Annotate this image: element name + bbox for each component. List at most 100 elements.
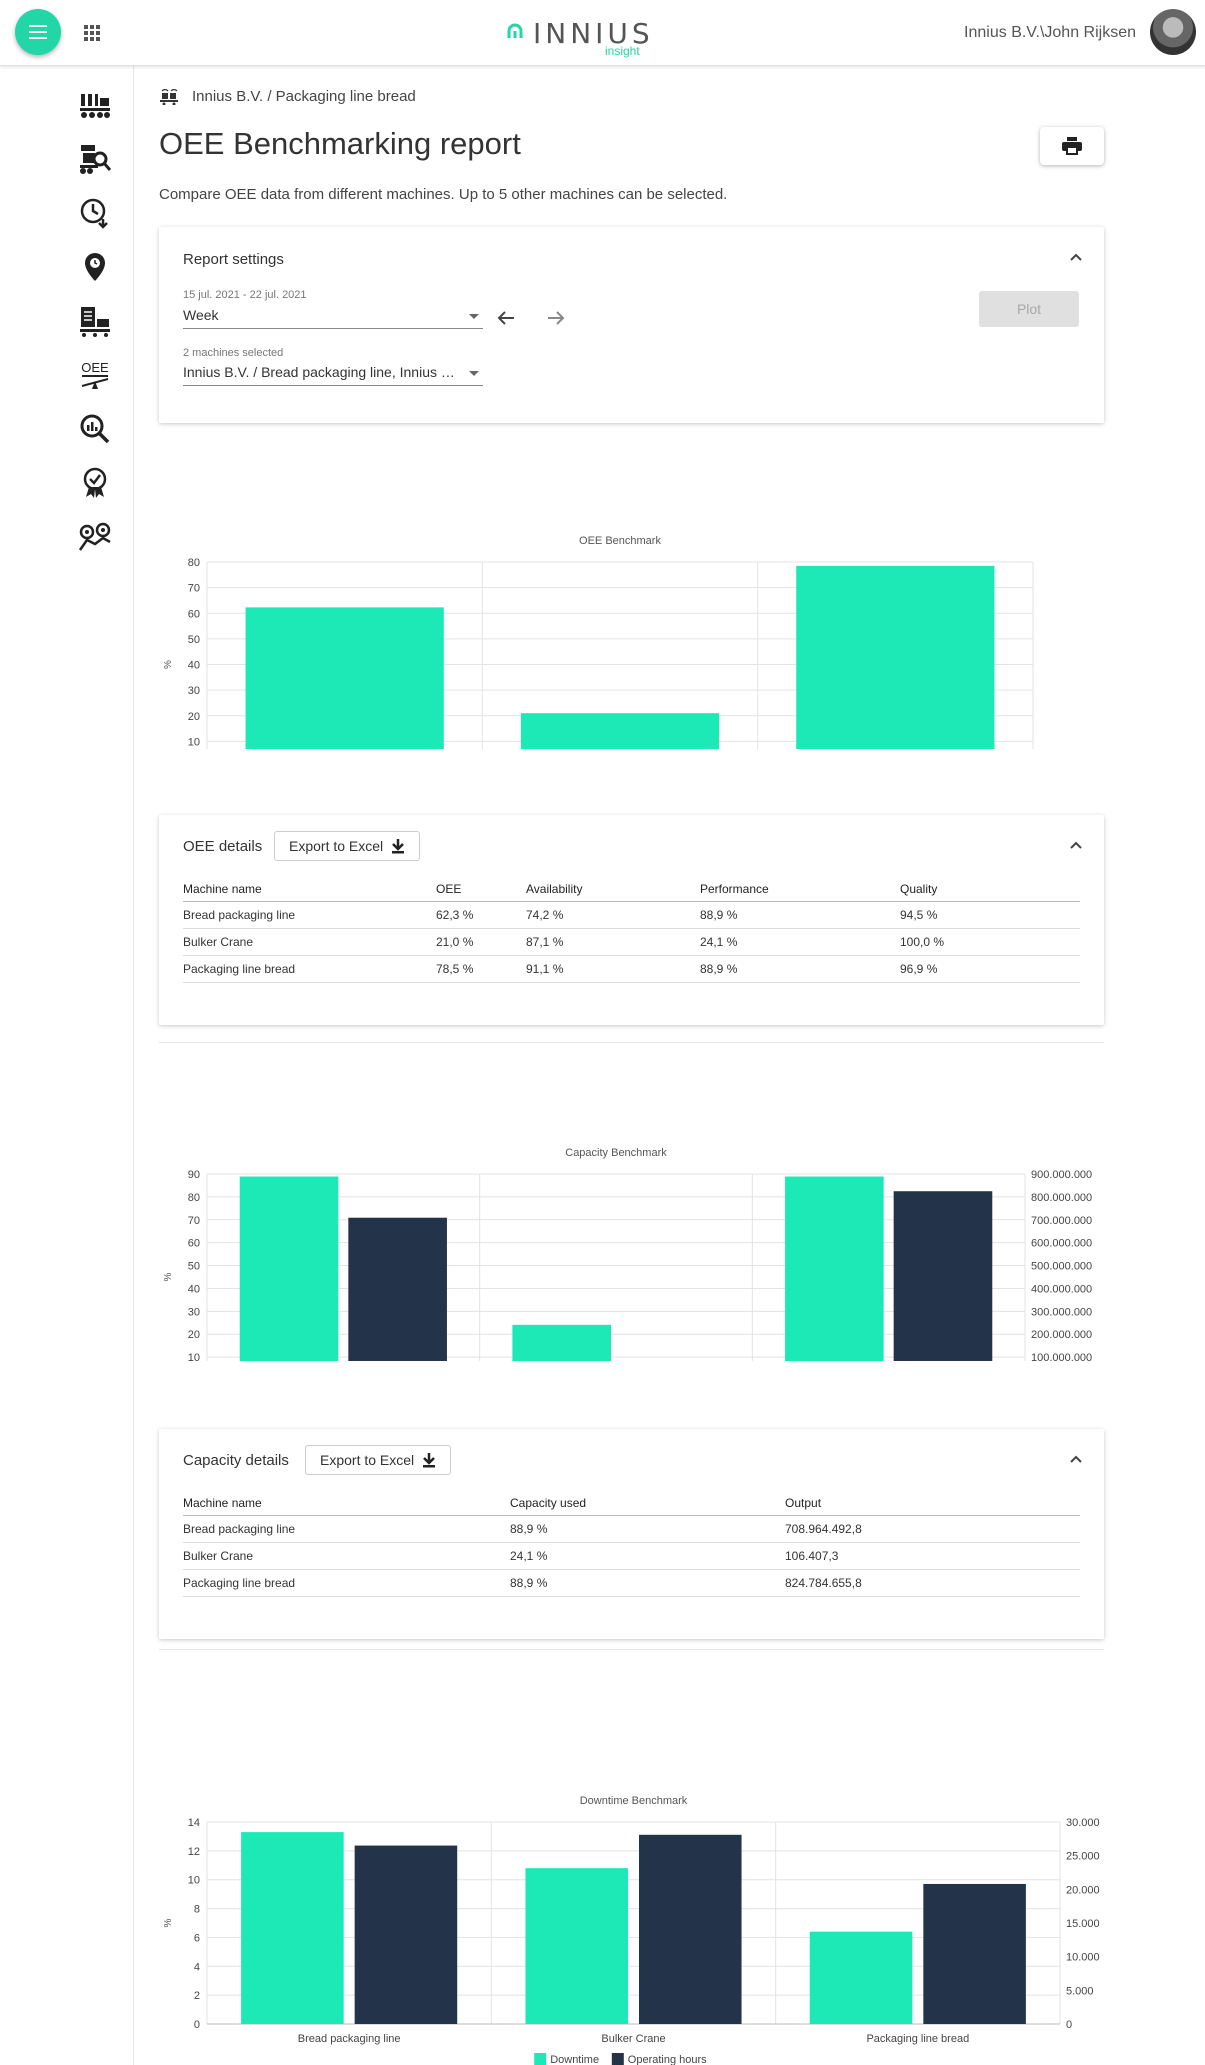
page-subtitle: Compare OEE data from different machines… xyxy=(159,186,728,203)
innius-logo-icon xyxy=(507,23,523,38)
y-tick-label: 6 xyxy=(194,1932,200,1944)
bar-downtime[interactable] xyxy=(809,1931,913,2024)
arrow-right-icon xyxy=(548,311,565,325)
table-cell: 824.784.655,8 xyxy=(785,1569,1080,1597)
bar-oee[interactable] xyxy=(796,565,995,749)
print-button[interactable] xyxy=(1040,127,1104,165)
next-period-button[interactable] xyxy=(543,305,569,331)
machine-breadcrumb-icon xyxy=(160,89,178,105)
table-cell: 94,5 % xyxy=(900,901,1080,929)
table-cell: 88,9 % xyxy=(700,901,900,929)
brand-sub: insight xyxy=(605,44,640,58)
y-tick-label: 90 xyxy=(188,1169,200,1181)
report-machine-icon xyxy=(80,307,110,337)
bar-downtime[interactable] xyxy=(525,1868,628,2024)
main-menu-button[interactable] xyxy=(15,9,61,55)
x-tick-label: Packaging line bread xyxy=(866,2033,969,2045)
chart-title: Capacity Benchmark xyxy=(565,1147,667,1159)
capacity-details-title: Capacity details xyxy=(183,1452,289,1469)
y2-tick-label: 400.000.000 xyxy=(1031,1283,1092,1295)
sidebar-item-history[interactable] xyxy=(78,196,112,230)
oee-icon-label: OEE xyxy=(81,360,109,375)
bar-operating-hours[interactable] xyxy=(639,1834,742,2024)
breadcrumb-path[interactable]: Innius B.V. / Packaging line bread xyxy=(192,87,416,105)
table-cell: 106.407,3 xyxy=(785,1542,1080,1570)
y2-tick-label: 10.000 xyxy=(1066,1952,1100,1964)
y-axis-label: % xyxy=(163,1272,174,1281)
oee-details-card: OEE details Export to Excel Machine name… xyxy=(159,815,1104,1025)
sidebar-item-reports[interactable] xyxy=(78,304,112,338)
previous-period-button[interactable] xyxy=(493,305,519,331)
table-row: Bread packaging line 88,9 % 708.964.492,8 xyxy=(183,1515,1080,1543)
period-select[interactable]: Week xyxy=(183,303,483,329)
y2-tick-label: 25.000 xyxy=(1066,1851,1100,1863)
y2-tick-label: 900.000.000 xyxy=(1031,1169,1092,1181)
table-cell: Bread packaging line xyxy=(183,901,436,929)
collapse-chevron-icon[interactable] xyxy=(1068,837,1084,853)
y-tick-label: 8 xyxy=(194,1904,200,1916)
sidebar-item-analytics[interactable] xyxy=(78,412,112,446)
collapse-chevron-icon[interactable] xyxy=(1068,1451,1084,1467)
brand-name: INNIUS xyxy=(533,17,654,50)
bar-operating-hours[interactable] xyxy=(923,1883,1026,2024)
table-cell: 74,2 % xyxy=(526,901,700,929)
table-cell: 91,1 % xyxy=(526,955,700,983)
table-row: Bulker Crane 24,1 % 106.407,3 xyxy=(183,1542,1080,1570)
sidebar-item-oee[interactable]: OEE xyxy=(78,358,112,392)
plot-button[interactable]: Plot xyxy=(979,291,1079,327)
legend-label[interactable]: Downtime xyxy=(550,2054,599,2065)
bar-oee[interactable] xyxy=(520,713,720,749)
column-header: OEE xyxy=(436,877,526,902)
capacity-export-excel-button[interactable]: Export to Excel xyxy=(305,1445,452,1475)
y2-tick-label: 0 xyxy=(1066,2019,1072,2031)
bar-capacity-used[interactable] xyxy=(239,1176,339,1361)
machines-select[interactable]: Innius B.V. / Bread packaging line, Inni… xyxy=(183,360,483,386)
apps-grid-icon[interactable] xyxy=(83,24,101,42)
table-cell: 88,9 % xyxy=(510,1569,785,1597)
y-axis-label: % xyxy=(163,1918,174,1927)
legend-label[interactable]: Operating hours xyxy=(628,2054,707,2065)
y2-tick-label: 20.000 xyxy=(1066,1884,1100,1896)
oee-icon: OEE xyxy=(81,360,109,389)
x-tick-label: Bread packaging line xyxy=(298,2033,401,2045)
y-tick-label: 0 xyxy=(194,2019,200,2031)
table-cell: Packaging line bread xyxy=(183,1569,510,1597)
collapse-chevron-icon[interactable] xyxy=(1068,249,1084,265)
legend-swatch[interactable] xyxy=(534,2053,547,2065)
sidebar-item-conveyor[interactable] xyxy=(78,88,112,122)
people-link-icon xyxy=(78,522,111,551)
caret-down-icon xyxy=(469,371,479,376)
table-cell: 78,5 % xyxy=(436,955,526,983)
caret-down-icon xyxy=(469,314,479,319)
x-tick-label: Bulker Crane xyxy=(601,2033,665,2045)
table-cell: 24,1 % xyxy=(700,928,900,956)
oee-export-excel-button[interactable]: Export to Excel xyxy=(274,831,421,861)
bar-output[interactable] xyxy=(893,1191,993,1361)
y-tick-label: 70 xyxy=(188,1215,200,1227)
y-tick-label: 4 xyxy=(194,1961,200,1973)
sidebar-item-location[interactable] xyxy=(78,250,112,284)
sidebar-item-people[interactable] xyxy=(78,520,112,554)
y2-tick-label: 800.000.000 xyxy=(1031,1192,1092,1204)
table-header-row: Machine name OEE Availability Performance Qu… xyxy=(183,877,1080,902)
sidebar-item-quality[interactable] xyxy=(78,466,112,500)
conveyor-icon xyxy=(80,94,110,118)
sidebar-item-machine-search[interactable] xyxy=(78,142,112,176)
bar-operating-hours[interactable] xyxy=(354,1845,458,2024)
table-cell: Packaging line bread xyxy=(183,955,436,983)
downtime-benchmark-chart: Downtime Benchmark% 0 2 4 6 8 10 12 14 0 5.000 10.0… xyxy=(163,1795,1100,2065)
y-axis-label: % xyxy=(163,660,174,669)
y-tick-label: 10 xyxy=(188,736,200,748)
bar-output[interactable] xyxy=(348,1217,447,1361)
avatar[interactable] xyxy=(1150,9,1196,55)
capacity-details-table: Machine name Capacity used Output Bread pa… xyxy=(183,1491,1080,1597)
bar-capacity-used[interactable] xyxy=(785,1176,884,1361)
y2-tick-label: 5.000 xyxy=(1066,1985,1094,1997)
hamburger-icon xyxy=(29,25,47,39)
legend-swatch[interactable] xyxy=(611,2053,624,2065)
y-tick-label: 20 xyxy=(188,711,200,723)
bar-downtime[interactable] xyxy=(241,1832,344,2024)
user-name[interactable]: Innius B.V.\John Rijksen xyxy=(964,24,1136,41)
bar-capacity-used[interactable] xyxy=(512,1324,611,1361)
bar-oee[interactable] xyxy=(245,607,444,749)
